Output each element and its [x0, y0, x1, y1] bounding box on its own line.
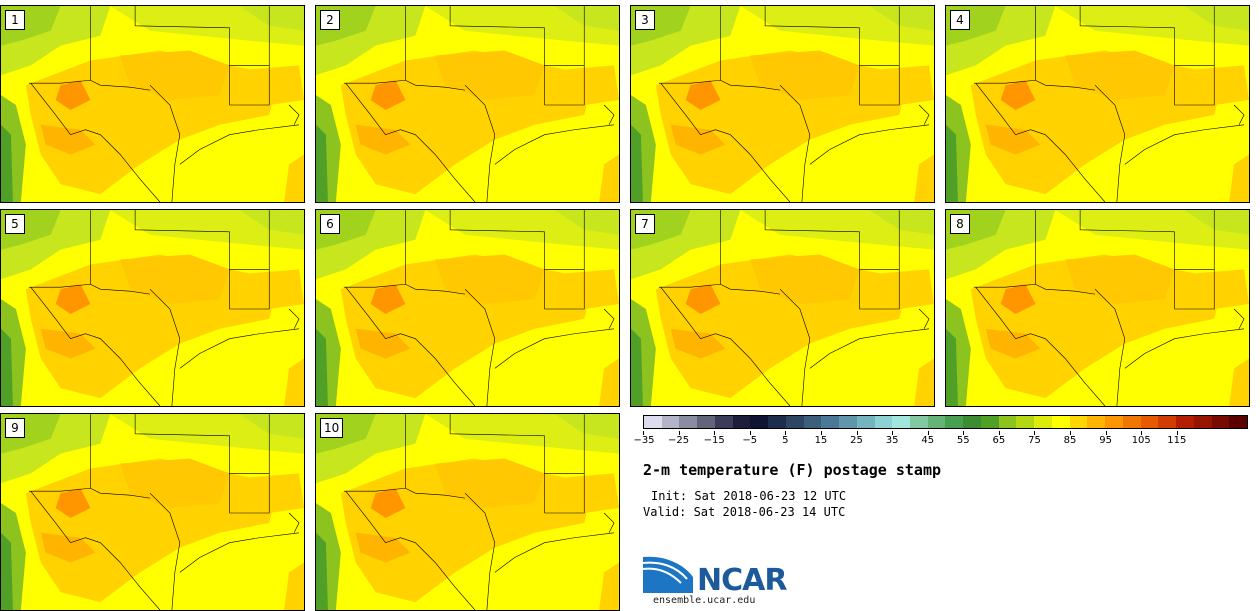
colorbar-swatch: [892, 416, 911, 428]
tick-label: 55: [956, 435, 970, 446]
map-title: 2-m temperature (F) postage stamp: [643, 461, 942, 479]
colorbar-swatch: [1193, 416, 1212, 428]
tick-label: 15: [814, 435, 828, 446]
colorbar-swatch: [1211, 416, 1230, 428]
tick-mark: [749, 431, 751, 435]
tick-label: −25: [668, 435, 690, 446]
tick-label: 65: [992, 435, 1006, 446]
colorbar-swatch: [1140, 416, 1159, 428]
tick-label: 45: [921, 435, 935, 446]
tick-label: 95: [1099, 435, 1113, 446]
tick-mark: [1070, 431, 1072, 435]
tick-mark: [643, 431, 644, 435]
tick-label: 85: [1063, 435, 1077, 446]
ncar-logo-icon: [643, 556, 693, 593]
tick-mark: [892, 431, 894, 435]
colorbar: [643, 415, 1248, 429]
tick-mark: [927, 431, 929, 435]
colorbar-swatch: [1122, 416, 1141, 428]
colorbar-swatch: [856, 416, 875, 428]
colorbar-swatch: [927, 416, 946, 428]
valid-time: Valid: Sat 2018-06-23 14 UTC: [643, 505, 846, 519]
panel-label: 5: [5, 214, 25, 234]
tick-mark: [963, 431, 965, 435]
tick-mark: [678, 431, 680, 435]
panel-label: 9: [5, 418, 25, 438]
map-panel: 6: [315, 209, 620, 407]
panel-label: 8: [950, 214, 970, 234]
colorbar-swatch: [1016, 416, 1035, 428]
tick-mark: [1034, 431, 1036, 435]
tick-label: 35: [885, 435, 899, 446]
init-time: Init: Sat 2018-06-23 12 UTC: [651, 489, 847, 503]
tick-label: 75: [1028, 435, 1041, 446]
colorbar-swatch: [679, 416, 698, 428]
tick-label: −5: [742, 435, 758, 446]
tick-mark: [785, 431, 787, 435]
map-panel: 10: [315, 413, 620, 611]
colorbar-swatch: [732, 416, 751, 428]
map-panel: 7: [630, 209, 935, 407]
colorbar-swatch: [1158, 416, 1177, 428]
tick-mark: [1176, 431, 1178, 435]
panel-label: 10: [320, 418, 344, 438]
panel-label: 7: [635, 214, 655, 234]
colorbar-swatch: [1069, 416, 1088, 428]
colorbar-swatch: [697, 416, 715, 428]
colorbar-swatch: [1034, 416, 1052, 428]
map-panel: 1: [0, 5, 305, 203]
colorbar-swatch: [945, 416, 964, 428]
map-panel: 5: [0, 209, 305, 407]
map-panel: 3: [630, 5, 935, 203]
site-url: ensemble.ucar.edu: [653, 595, 756, 606]
colorbar-swatch: [785, 416, 804, 428]
tick-mark: [714, 431, 716, 435]
colorbar-swatch: [963, 416, 981, 428]
tick-label: 25: [850, 435, 863, 446]
tick-mark: [998, 431, 1000, 435]
colorbar-swatch: [821, 416, 840, 428]
tick-mark: [1105, 431, 1107, 435]
tick-label: 115: [1167, 435, 1187, 446]
panel-label: 1: [5, 10, 25, 30]
tick-mark: [1141, 431, 1143, 435]
colorbar-swatch: [839, 416, 857, 428]
panel-label: 6: [320, 214, 340, 234]
colorbar-swatch: [768, 416, 786, 428]
colorbar-swatch: [874, 416, 893, 428]
panel-label: 4: [950, 10, 970, 30]
colorbar-swatch: [998, 416, 1017, 428]
colorbar-swatch: [1087, 416, 1106, 428]
tick-label: −35: [633, 435, 655, 446]
tick-mark: [856, 431, 858, 435]
map-panel: 4: [945, 5, 1250, 203]
panel-label: 2: [320, 10, 340, 30]
colorbar-swatch: [714, 416, 733, 428]
panel-label: 3: [635, 10, 655, 30]
colorbar-swatch: [980, 416, 999, 428]
tick-label: 5: [782, 435, 789, 446]
colorbar-swatch: [1051, 416, 1070, 428]
map-panel: 9: [0, 413, 305, 611]
colorbar-swatch: [1105, 416, 1123, 428]
colorbar-ticks: −35 −25 −15 −5 5 15 25 35 45 55 65 75 85 95 105 115: [633, 431, 1248, 451]
tick-mark: [820, 431, 822, 435]
colorbar-swatch: [661, 416, 680, 428]
colorbar-swatch: [910, 416, 928, 428]
tick-label: 105: [1131, 435, 1151, 446]
map-panel: 2: [315, 5, 620, 203]
colorbar-swatch: [644, 416, 662, 428]
colorbar-swatch: [1229, 416, 1247, 428]
colorbar-swatch: [803, 416, 822, 428]
map-panel: 8: [945, 209, 1250, 407]
tick-label: −15: [703, 435, 725, 446]
colorbar-swatch: [750, 416, 769, 428]
colorbar-swatch: [1176, 416, 1194, 428]
ncar-logo-text: NCAR: [697, 563, 787, 598]
